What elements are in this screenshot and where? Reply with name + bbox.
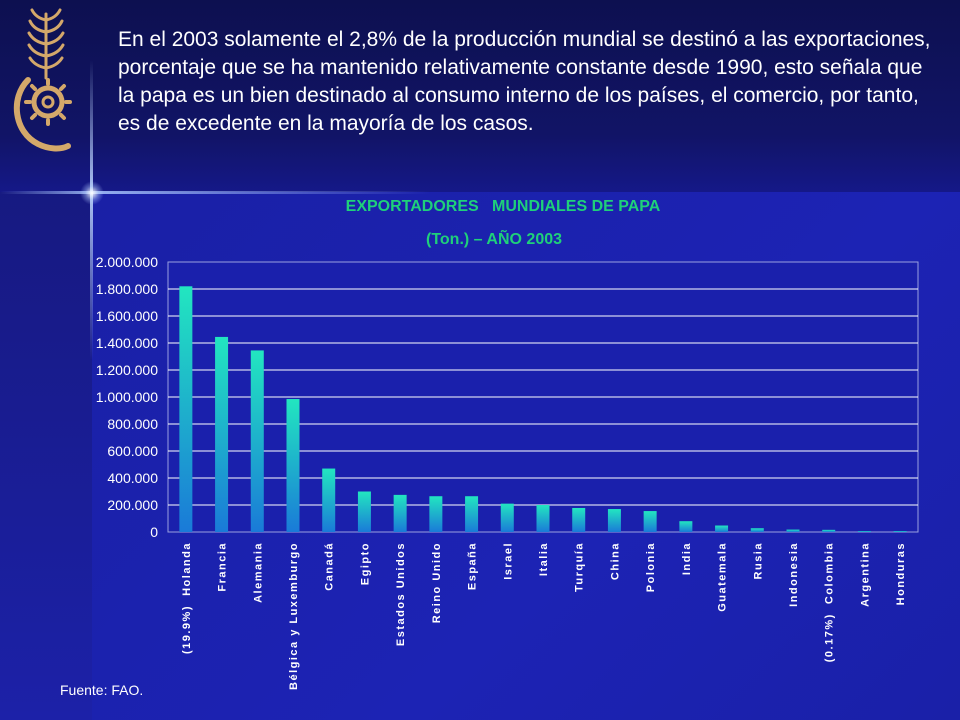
x-tick-label: Estados Unidos (395, 542, 407, 646)
x-tick-label: Canadá (324, 542, 336, 591)
x-tick-label: India (681, 542, 693, 575)
y-tick-label: 400.000 (107, 470, 158, 486)
y-axis-ticks: 0 200.000 400.000 600.000 800.000 1.000.000 1.… (96, 254, 159, 540)
bar (786, 529, 800, 532)
bar (822, 529, 836, 532)
y-tick-label: 1.600.000 (96, 308, 158, 324)
x-tick-label: Israel (502, 542, 514, 580)
y-tick-label: 1.800.000 (96, 281, 158, 297)
x-tick-label: (19.9%) Holanda (181, 542, 193, 654)
bar (715, 525, 729, 532)
x-tick-label: Indonesia (788, 542, 800, 607)
y-tick-label: 1.200.000 (96, 362, 158, 378)
chart-subtitle: (Ton.) – AÑO 2003 (426, 228, 562, 248)
bar (607, 509, 621, 532)
y-tick-label: 200.000 (107, 497, 158, 513)
bar (393, 494, 407, 532)
wheat-gear-logo-icon (13, 8, 72, 152)
x-tick-label: Guatemala (717, 542, 729, 612)
bar (643, 511, 657, 532)
source-note: Fuente: FAO. (60, 682, 144, 698)
x-tick-label: Rusia (752, 542, 764, 579)
x-tick-label: España (467, 542, 479, 590)
x-tick-label: Italia (538, 542, 550, 576)
y-tick-label: 0 (150, 524, 158, 540)
light-flare-core (80, 181, 104, 205)
bar (750, 528, 764, 532)
y-tick-label: 800.000 (107, 416, 158, 432)
bar (250, 350, 264, 532)
bar (465, 496, 479, 532)
y-tick-label: 600.000 (107, 443, 158, 459)
bar (679, 521, 693, 532)
x-tick-label: Alemania (252, 542, 264, 603)
background-header-band (0, 0, 960, 192)
intro-paragraph: En el 2003 solamente el 2,8% de la produ… (118, 28, 931, 135)
y-tick-label: 1.000.000 (96, 389, 158, 405)
x-tick-label: Argentina (859, 542, 871, 607)
y-tick-label: 1.400.000 (96, 335, 158, 351)
y-tick-label: 2.000.000 (96, 254, 158, 270)
x-tick-label: China (609, 542, 621, 580)
bar (215, 336, 229, 532)
x-tick-label: (0.17%) Colombia (824, 542, 836, 662)
bar (322, 468, 336, 532)
x-tick-label: Bélgica y Luxemburgo (288, 542, 300, 690)
bar (893, 531, 907, 532)
x-tick-label: Francia (217, 542, 229, 592)
chart-title: EXPORTADORES MUNDIALES DE PAPA (346, 198, 661, 215)
x-tick-label: Honduras (895, 542, 907, 605)
bar (572, 507, 586, 532)
x-tick-label: Turquía (574, 542, 586, 592)
bar (500, 503, 514, 532)
bars (179, 286, 907, 532)
bar (429, 496, 443, 532)
light-flare-horizontal (0, 191, 430, 194)
x-tick-label: Polonia (645, 542, 657, 592)
bar (857, 531, 871, 532)
x-tick-label: Egipto (359, 542, 371, 585)
x-axis-labels: (19.9%) Holanda Francia Alemania Bélgica y … (181, 542, 907, 690)
bar (179, 286, 193, 532)
bar (357, 491, 371, 532)
bar (536, 505, 550, 532)
light-flare-vertical (90, 60, 93, 360)
bar (286, 399, 300, 532)
x-tick-label: Reino Unido (431, 542, 443, 623)
